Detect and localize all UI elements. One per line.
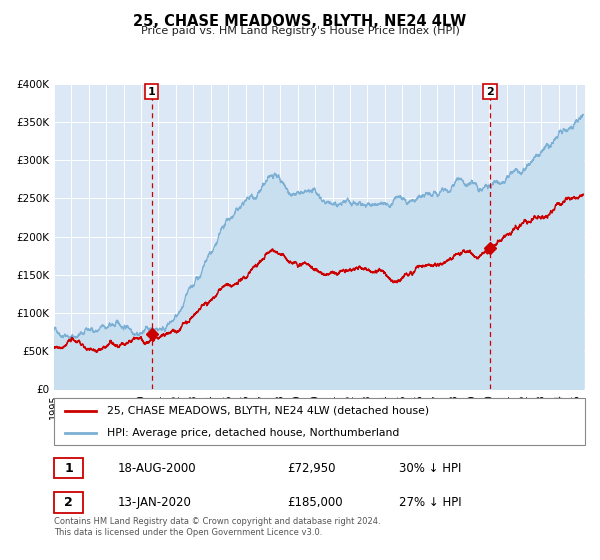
Text: HPI: Average price, detached house, Northumberland: HPI: Average price, detached house, Nort…	[107, 428, 400, 438]
Text: 2: 2	[64, 496, 73, 509]
Text: 1: 1	[148, 87, 156, 97]
Text: 18-AUG-2000: 18-AUG-2000	[118, 461, 196, 475]
Text: 2: 2	[486, 87, 494, 97]
Text: 27% ↓ HPI: 27% ↓ HPI	[399, 496, 462, 509]
Text: 25, CHASE MEADOWS, BLYTH, NE24 4LW (detached house): 25, CHASE MEADOWS, BLYTH, NE24 4LW (deta…	[107, 406, 429, 416]
Text: 25, CHASE MEADOWS, BLYTH, NE24 4LW: 25, CHASE MEADOWS, BLYTH, NE24 4LW	[133, 14, 467, 29]
Text: 13-JAN-2020: 13-JAN-2020	[118, 496, 191, 509]
Text: 1: 1	[64, 461, 73, 475]
Text: £185,000: £185,000	[287, 496, 343, 509]
Text: £72,950: £72,950	[287, 461, 336, 475]
Text: Price paid vs. HM Land Registry's House Price Index (HPI): Price paid vs. HM Land Registry's House …	[140, 26, 460, 36]
FancyBboxPatch shape	[54, 492, 83, 512]
Text: Contains HM Land Registry data © Crown copyright and database right 2024.
This d: Contains HM Land Registry data © Crown c…	[54, 517, 380, 537]
Text: 30% ↓ HPI: 30% ↓ HPI	[399, 461, 461, 475]
FancyBboxPatch shape	[54, 458, 83, 478]
